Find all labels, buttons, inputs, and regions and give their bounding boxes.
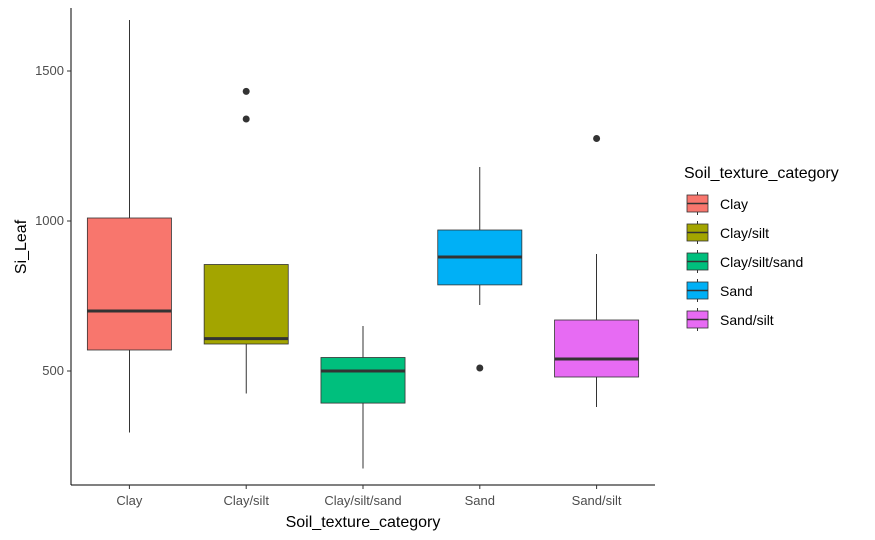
legend-label: Clay/silt/sand — [720, 254, 803, 270]
box-body — [86, 217, 172, 351]
x-axis-ticks: Clay Clay/silt Clay/silt/sand Sand Sand/silt — [116, 485, 622, 508]
legend-item: Clay/silt — [686, 221, 769, 244]
legend-title: Soil_texture_category — [684, 165, 839, 182]
x-tick-label: Sand — [465, 493, 495, 508]
box-body — [320, 357, 406, 404]
legend-item: Sand/silt — [686, 308, 774, 331]
legend-item: Sand — [686, 279, 753, 302]
x-tick-label: Clay — [116, 493, 143, 508]
legend-item: Clay — [686, 192, 748, 215]
legend-label: Sand/silt — [720, 312, 774, 328]
box-clay-silt — [203, 87, 289, 394]
x-tick-label: Clay/silt — [223, 493, 269, 508]
plot-area — [86, 20, 640, 469]
outlier-point — [476, 364, 484, 372]
x-axis-title: Soil_texture_category — [286, 514, 441, 531]
legend-item: Clay/silt/sand — [686, 250, 803, 273]
box-body — [554, 319, 640, 378]
outlier-point — [242, 115, 250, 123]
box-sand — [437, 167, 523, 372]
y-tick-label: 1500 — [35, 63, 64, 78]
outlier-point — [593, 135, 601, 142]
legend: Soil_texture_category Clay Clay/silt Clay/… — [684, 165, 839, 331]
legend-label: Clay/silt — [720, 225, 769, 241]
y-tick-label: 1000 — [35, 213, 64, 228]
box-sand-silt — [554, 135, 640, 407]
box-clay-silt-sand — [320, 326, 406, 469]
outlier-point — [242, 87, 250, 95]
y-axis-ticks: 500 1000 1500 — [35, 63, 71, 378]
y-axis-title: Si_Leaf — [13, 219, 30, 274]
legend-label: Sand — [720, 283, 753, 299]
legend-label: Clay — [720, 196, 748, 212]
y-tick-label: 500 — [42, 363, 64, 378]
x-tick-label: Clay/silt/sand — [324, 493, 401, 508]
box-clay — [86, 20, 172, 433]
box-body — [203, 264, 289, 345]
x-tick-label: Sand/silt — [572, 493, 622, 508]
